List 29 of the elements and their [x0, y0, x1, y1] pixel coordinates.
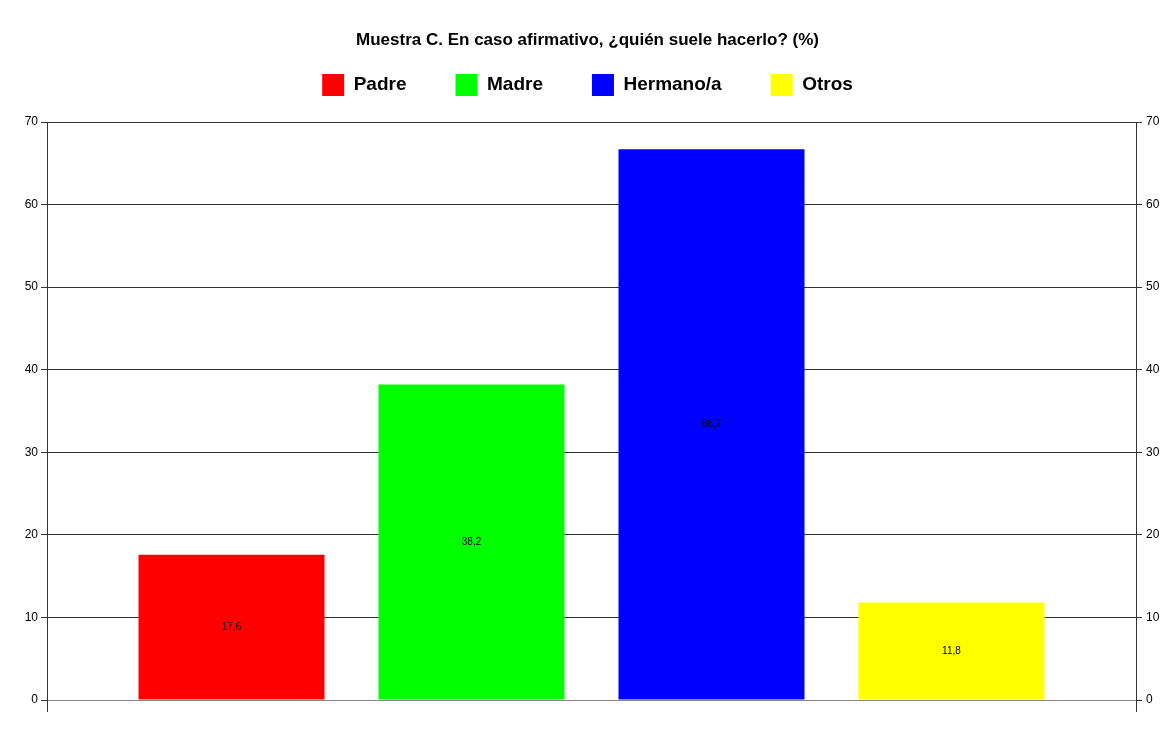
y2-tick-label: 50 [1146, 279, 1160, 294]
y-tick-label: 60 [24, 196, 39, 211]
legend-label: Madre [486, 73, 543, 95]
y2-tick-label: 20 [1146, 527, 1160, 542]
y-tick-label: 0 [31, 692, 39, 707]
bar [138, 554, 325, 700]
y-tick-label: 70 [24, 114, 39, 129]
y2-tick-label: 10 [1146, 609, 1160, 624]
y-tick-label: 10 [24, 609, 39, 624]
bar [858, 602, 1045, 700]
data-label: 38,2 [461, 535, 482, 547]
bar [618, 149, 805, 700]
y2-tick-label: 60 [1146, 196, 1160, 211]
y2-tick-label: 0 [1146, 692, 1153, 707]
y-tick-label: 20 [24, 527, 39, 542]
y2-tick-label: 70 [1146, 114, 1160, 129]
data-label: 11,8 [942, 644, 962, 656]
data-label: 66,7 [701, 418, 722, 430]
legend-label: Otros [802, 73, 853, 95]
y-tick-label: 30 [24, 444, 39, 459]
bar [378, 384, 565, 700]
y2-tick-label: 40 [1146, 362, 1160, 377]
y-tick-label: 40 [24, 362, 39, 377]
y2-tick-label: 30 [1146, 444, 1160, 459]
chart-title: Muestra C. En caso afirmativo, ¿quién suele hacerlo? (%) [356, 29, 819, 49]
legend-label: Padre [353, 73, 407, 95]
y-tick-label: 50 [24, 279, 39, 294]
legend-label: Hermano/a [623, 73, 723, 95]
data-label: 17,6 [221, 620, 242, 632]
